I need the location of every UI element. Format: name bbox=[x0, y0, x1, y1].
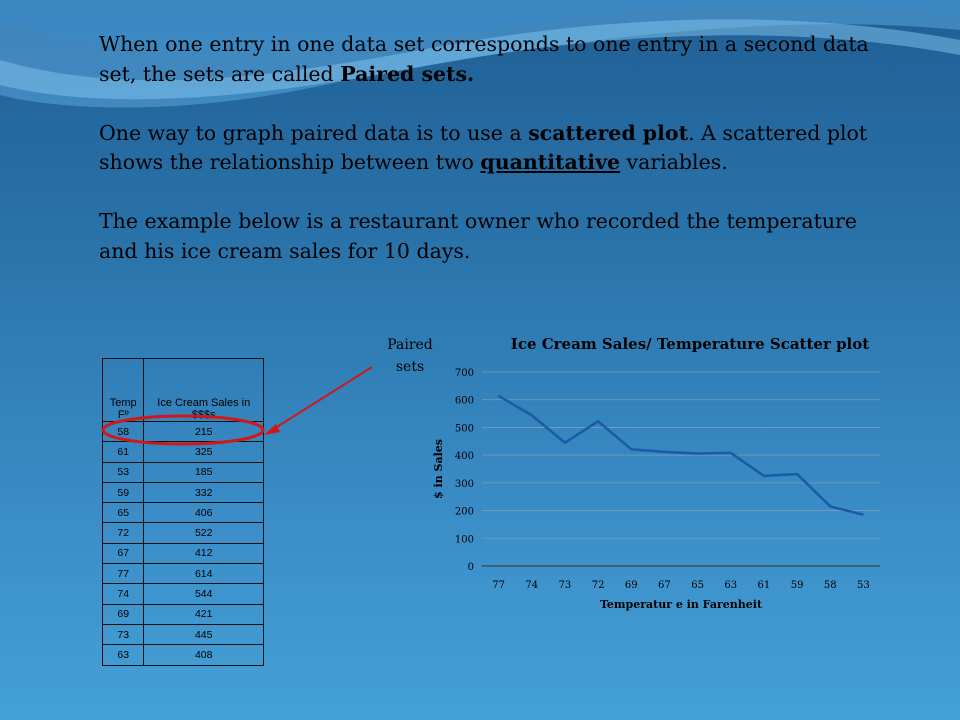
temp-cell: 72 bbox=[101, 522, 145, 544]
x-tick-label: 53 bbox=[857, 580, 870, 591]
sales-cell: 421 bbox=[143, 603, 264, 625]
y-tick-label: 100 bbox=[455, 534, 474, 545]
y-axis-label: $ in Sales bbox=[432, 439, 445, 499]
paragraph-example: The example below is a restaurant owner … bbox=[99, 209, 857, 263]
paired-data-table: Temp Fº Ice Cream Sales in $$$s 58 215 61 3… bbox=[101, 358, 264, 666]
table-row: 58 215 bbox=[101, 420, 264, 443]
y-tick-label: 300 bbox=[455, 479, 474, 490]
table-header-row: Temp Fº Ice Cream Sales in $$$s bbox=[101, 358, 264, 422]
term-quantitative: quantitative bbox=[480, 150, 621, 174]
y-tick-label: 200 bbox=[455, 507, 474, 518]
body-text: When one entry in one data set correspon… bbox=[99, 30, 899, 266]
x-tick-label: 63 bbox=[724, 580, 737, 591]
sales-cell: 522 bbox=[143, 522, 264, 544]
temp-cell: 74 bbox=[101, 583, 145, 605]
table-row: 73 445 bbox=[101, 623, 264, 646]
x-tick-label: 59 bbox=[791, 580, 804, 591]
y-tick-label: 600 bbox=[455, 396, 474, 407]
sales-cell: 408 bbox=[143, 644, 264, 666]
sales-cell: 406 bbox=[143, 502, 264, 524]
sales-temperature-chart: 0 100 200 300 400 500 600 700 77 74 73 72 69 67 65 63 6… bbox=[432, 368, 880, 611]
x-tick-label: 73 bbox=[559, 580, 572, 591]
x-tick-label: 74 bbox=[525, 580, 538, 591]
temp-cell: 58 bbox=[101, 420, 145, 443]
temp-cell: 59 bbox=[101, 481, 145, 504]
paragraph-paired-sets: When one entry in one data set correspon… bbox=[99, 32, 869, 86]
x-tick-label: 65 bbox=[691, 580, 704, 591]
x-tick-label: 58 bbox=[824, 580, 837, 591]
sales-cell: 185 bbox=[143, 461, 264, 483]
temp-cell: 77 bbox=[101, 563, 145, 585]
sales-cell: 614 bbox=[143, 563, 264, 585]
table-row: 61 325 bbox=[101, 441, 264, 463]
temp-cell: 63 bbox=[101, 644, 145, 666]
term-scattered-plot: scattered plot bbox=[528, 120, 689, 145]
sales-cell: 544 bbox=[143, 583, 264, 605]
temp-cell: 73 bbox=[101, 623, 145, 646]
y-tick-label: 0 bbox=[468, 562, 474, 573]
table-row: 65 406 bbox=[101, 502, 264, 524]
table-row: 74 544 bbox=[101, 583, 264, 605]
temp-cell: 61 bbox=[101, 441, 145, 463]
sales-cell: 215 bbox=[143, 420, 264, 443]
table-row: 67 412 bbox=[101, 542, 264, 565]
sales-cell: 445 bbox=[143, 623, 264, 646]
temp-cell: 67 bbox=[101, 542, 145, 565]
y-tick-label: 400 bbox=[455, 451, 474, 462]
x-tick-label: 61 bbox=[758, 580, 771, 591]
y-tick-label: 500 bbox=[455, 423, 474, 434]
term-paired-sets: Paired sets. bbox=[340, 61, 475, 86]
x-tick-label: 69 bbox=[625, 580, 638, 591]
header-sales: Ice Cream Sales in $$$s bbox=[143, 358, 264, 422]
sales-cell: 332 bbox=[143, 481, 264, 504]
series-line bbox=[497, 394, 864, 516]
temp-cell: 65 bbox=[101, 502, 145, 524]
table-row: 72 522 bbox=[101, 522, 264, 544]
header-temp: Temp Fº bbox=[101, 358, 145, 422]
temp-cell: 53 bbox=[101, 461, 145, 483]
sales-cell: 325 bbox=[143, 441, 264, 463]
x-tick-label: 72 bbox=[592, 580, 605, 591]
paragraph-scattered-plot: One way to graph paired data is to use a… bbox=[99, 120, 868, 175]
table-row: 63 408 bbox=[101, 644, 264, 666]
table-row: 69 421 bbox=[101, 603, 264, 625]
x-tick-label: 77 bbox=[492, 580, 505, 591]
y-tick-label: 700 bbox=[455, 368, 474, 379]
paired-sets-label: Paired sets bbox=[387, 337, 433, 375]
table-row: 59 332 bbox=[101, 481, 264, 504]
x-tick-label: 67 bbox=[658, 580, 671, 591]
temp-cell: 69 bbox=[101, 603, 145, 625]
x-axis-label: Temperatur e in Farenheit bbox=[600, 598, 763, 611]
table-row: 77 614 bbox=[101, 563, 264, 585]
table-row: 53 185 bbox=[101, 461, 264, 483]
chart-title: Ice Cream Sales/ Temperature Scatter plo… bbox=[510, 335, 870, 353]
header-swoosh-decoration bbox=[0, 0, 960, 108]
sales-cell: 412 bbox=[143, 542, 264, 565]
